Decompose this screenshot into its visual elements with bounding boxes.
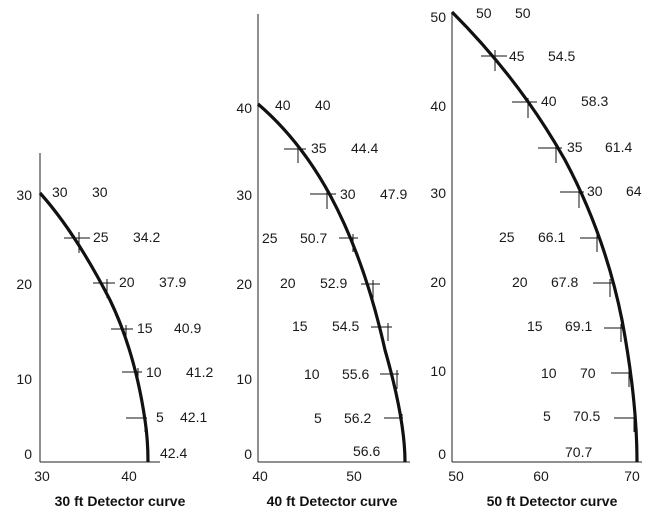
curve-markers xyxy=(64,232,147,432)
y-tick-label: 50 xyxy=(430,9,446,25)
y-tick-label: 0 xyxy=(244,446,252,462)
height-label: 5 xyxy=(314,410,322,426)
x-tick-label: 50 xyxy=(346,468,362,484)
height-label: 40 xyxy=(541,93,557,109)
distance-label: 41.2 xyxy=(186,364,213,380)
height-label: 25 xyxy=(499,229,515,245)
x-tick-label: 50 xyxy=(448,468,464,484)
x-tick-label: 30 xyxy=(34,468,50,484)
distance-label: 30 xyxy=(92,184,108,200)
distance-label: 70.5 xyxy=(573,408,600,424)
distance-label: 69.1 xyxy=(565,318,592,334)
detector-curve-40ft xyxy=(256,102,407,463)
height-label: 20 xyxy=(280,275,296,291)
distance-label: 58.3 xyxy=(581,93,608,109)
height-label: 40 xyxy=(275,97,291,113)
distance-label: 70.7 xyxy=(565,444,592,460)
height-label: 15 xyxy=(137,320,153,336)
distance-label: 54.5 xyxy=(548,48,575,64)
distance-label: 67.8 xyxy=(551,274,578,290)
x-tick-label: 60 xyxy=(533,468,549,484)
y-tick-label: 20 xyxy=(16,276,32,292)
distance-label: 47.9 xyxy=(380,186,407,202)
distance-label: 40.9 xyxy=(174,320,201,336)
distance-label: 61.4 xyxy=(605,139,632,155)
height-label: 10 xyxy=(146,364,162,380)
height-label: 30 xyxy=(52,184,68,200)
distance-label: 37.9 xyxy=(159,274,186,290)
panel-50ft: 0 10 20 30 40 50 50 60 70 50 50 45 54.5 … xyxy=(430,5,642,509)
y-tick-label: 40 xyxy=(236,100,252,116)
y-tick-label: 30 xyxy=(16,187,32,203)
distance-label: 44.4 xyxy=(351,140,378,156)
height-label: 15 xyxy=(527,318,543,334)
panel-40ft: 0 10 20 30 40 40 50 40 40 35 44.4 30 47.… xyxy=(236,14,410,509)
y-tick-label: 0 xyxy=(24,446,32,462)
x-tick-label: 40 xyxy=(121,468,137,484)
height-label: 5 xyxy=(543,408,551,424)
height-label: 10 xyxy=(541,365,557,381)
x-tick-label: 40 xyxy=(252,468,268,484)
distance-label: 56.2 xyxy=(344,410,371,426)
detector-curve-30ft xyxy=(38,191,150,463)
distance-label: 50.7 xyxy=(300,230,327,246)
distance-label: 54.5 xyxy=(332,318,359,334)
height-label: 50 xyxy=(476,5,492,21)
distance-label: 42.4 xyxy=(160,445,187,461)
distance-label: 64 xyxy=(626,183,642,199)
detector-curve-50ft xyxy=(450,10,639,463)
distance-label: 50 xyxy=(515,5,531,21)
panel-30ft: 0 10 20 30 30 40 30 30 25 34.2 20 37.9 1… xyxy=(16,153,213,509)
panel-caption: 50 ft Detector curve xyxy=(487,493,618,509)
distance-label: 66.1 xyxy=(538,229,565,245)
height-label: 15 xyxy=(292,318,308,334)
height-label: 20 xyxy=(119,274,135,290)
height-label: 45 xyxy=(509,48,525,64)
y-tick-label: 0 xyxy=(438,446,446,462)
y-tick-label: 10 xyxy=(430,363,446,379)
height-label: 35 xyxy=(567,139,583,155)
y-tick-label: 20 xyxy=(430,274,446,290)
height-label: 35 xyxy=(311,140,327,156)
height-label: 20 xyxy=(512,274,528,290)
x-tick-label: 70 xyxy=(624,468,640,484)
height-label: 25 xyxy=(93,229,109,245)
y-tick-label: 30 xyxy=(430,185,446,201)
y-tick-label: 30 xyxy=(236,187,252,203)
distance-label: 52.9 xyxy=(320,275,347,291)
distance-label: 55.6 xyxy=(342,366,369,382)
distance-label: 56.6 xyxy=(353,443,380,459)
height-label: 30 xyxy=(587,183,603,199)
curve-markers xyxy=(481,50,635,432)
y-tick-label: 10 xyxy=(236,371,252,387)
curve-markers xyxy=(284,144,403,432)
distance-label: 70 xyxy=(580,365,596,381)
distance-label: 34.2 xyxy=(133,229,160,245)
distance-label: 40 xyxy=(315,97,331,113)
y-tick-label: 40 xyxy=(430,98,446,114)
height-label: 30 xyxy=(340,186,356,202)
y-tick-label: 10 xyxy=(16,371,32,387)
y-tick-label: 20 xyxy=(236,276,252,292)
panel-caption: 30 ft Detector curve xyxy=(55,493,186,509)
height-label: 10 xyxy=(304,366,320,382)
height-label: 5 xyxy=(156,409,164,425)
distance-label: 42.1 xyxy=(180,409,207,425)
height-label: 25 xyxy=(262,230,278,246)
panel-caption: 40 ft Detector curve xyxy=(267,493,398,509)
